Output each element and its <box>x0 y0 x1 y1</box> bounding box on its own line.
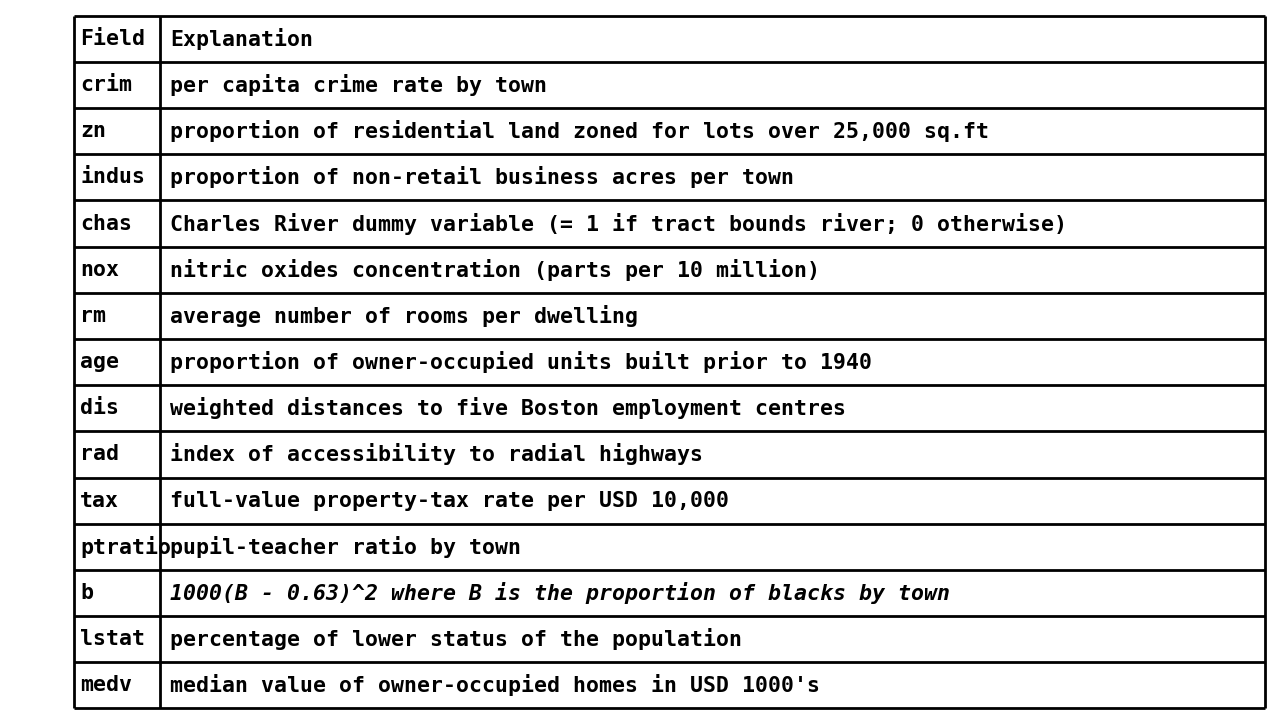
Text: average number of rooms per dwelling: average number of rooms per dwelling <box>170 305 638 327</box>
Text: Charles River dummy variable (= 1 if tract bounds river; 0 otherwise): Charles River dummy variable (= 1 if tra… <box>170 212 1067 234</box>
Text: proportion of residential land zoned for lots over 25,000 sq.ft: proportion of residential land zoned for… <box>170 120 989 142</box>
Text: age: age <box>80 352 120 372</box>
Text: Explanation: Explanation <box>170 28 312 50</box>
Text: crim: crim <box>80 75 133 95</box>
Text: dis: dis <box>80 398 120 418</box>
Text: medv: medv <box>80 675 133 695</box>
Text: tax: tax <box>80 490 120 511</box>
Text: nox: nox <box>80 260 120 280</box>
Text: weighted distances to five Boston employment centres: weighted distances to five Boston employ… <box>170 397 845 419</box>
Text: median value of owner-occupied homes in USD 1000's: median value of owner-occupied homes in … <box>170 674 820 696</box>
Text: lstat: lstat <box>80 629 145 649</box>
Text: indus: indus <box>80 167 145 187</box>
Text: chas: chas <box>80 214 133 234</box>
Text: proportion of non-retail business acres per town: proportion of non-retail business acres … <box>170 166 794 189</box>
Text: full-value property-tax rate per USD 10,000: full-value property-tax rate per USD 10,… <box>170 490 729 511</box>
Text: percentage of lower status of the population: percentage of lower status of the popula… <box>170 628 742 650</box>
Text: b: b <box>80 583 93 603</box>
Text: zn: zn <box>80 121 106 141</box>
Text: Field: Field <box>80 29 145 49</box>
Text: pupil-teacher ratio by town: pupil-teacher ratio by town <box>170 536 521 558</box>
Text: ptratio: ptratio <box>80 536 171 558</box>
Text: index of accessibility to radial highways: index of accessibility to radial highway… <box>170 443 703 465</box>
Text: rm: rm <box>80 306 106 326</box>
Text: per capita crime rate by town: per capita crime rate by town <box>170 74 547 96</box>
Text: rad: rad <box>80 445 120 465</box>
Text: proportion of owner-occupied units built prior to 1940: proportion of owner-occupied units built… <box>170 351 872 373</box>
Text: nitric oxides concentration (parts per 10 million): nitric oxides concentration (parts per 1… <box>170 259 820 281</box>
Text: 1000(B - 0.63)^2 where B is the proportion of blacks by town: 1000(B - 0.63)^2 where B is the proporti… <box>170 582 950 604</box>
